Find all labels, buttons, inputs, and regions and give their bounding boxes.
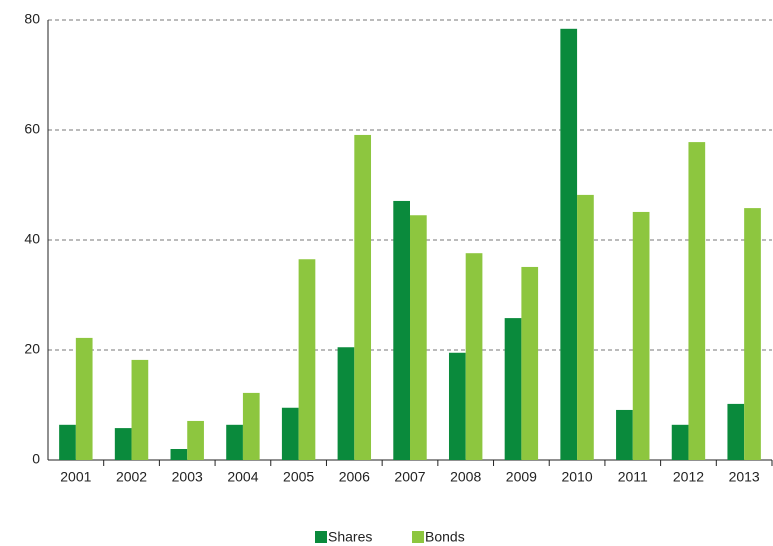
x-tick-label: 2013: [729, 469, 760, 485]
x-tick-label: 2005: [283, 469, 314, 485]
bar: [281, 407, 299, 460]
bar: [744, 208, 761, 460]
x-tick-label: 2011: [618, 469, 648, 485]
y-tick-label: 0: [32, 451, 40, 467]
y-tick-label: 40: [24, 231, 40, 247]
legend-label: Bonds: [425, 529, 465, 545]
bar: [187, 420, 204, 460]
x-tick-label: 2010: [561, 469, 592, 485]
y-tick-label: 60: [24, 121, 40, 137]
x-tick-label: 2008: [450, 469, 481, 485]
bar: [393, 200, 410, 460]
bar: [226, 424, 243, 460]
bar: [727, 403, 745, 460]
x-tick-label: 2002: [116, 469, 147, 485]
y-tick-label: 20: [24, 341, 40, 357]
bar: [616, 409, 633, 460]
bar: [521, 266, 539, 460]
x-tick-label: 2006: [339, 469, 370, 485]
bar: [75, 337, 93, 460]
legend-swatch: [315, 531, 327, 543]
bar: [632, 211, 650, 460]
bar: [410, 215, 427, 460]
y-tick-label: 80: [24, 11, 40, 27]
bar: [504, 318, 522, 460]
bar: [465, 253, 483, 460]
legend-swatch: [412, 531, 424, 543]
bar: [688, 142, 706, 460]
x-tick-label: 2009: [506, 469, 537, 485]
x-tick-label: 2007: [394, 469, 425, 485]
bar: [131, 359, 149, 460]
x-tick-label: 2003: [172, 469, 203, 485]
bar: [354, 134, 372, 460]
x-tick-label: 2004: [227, 469, 258, 485]
bar: [448, 352, 466, 460]
x-tick-label: 2001: [60, 469, 91, 485]
bar: [170, 449, 188, 460]
bar: [242, 392, 260, 460]
bar: [59, 424, 76, 460]
x-tick-label: 2012: [673, 469, 704, 485]
bar: [114, 428, 132, 460]
bar: [337, 347, 355, 460]
bar: [577, 194, 594, 460]
bar: [298, 259, 316, 460]
legend-label: Shares: [328, 529, 372, 545]
bar: [671, 424, 689, 460]
bar: [560, 28, 578, 461]
